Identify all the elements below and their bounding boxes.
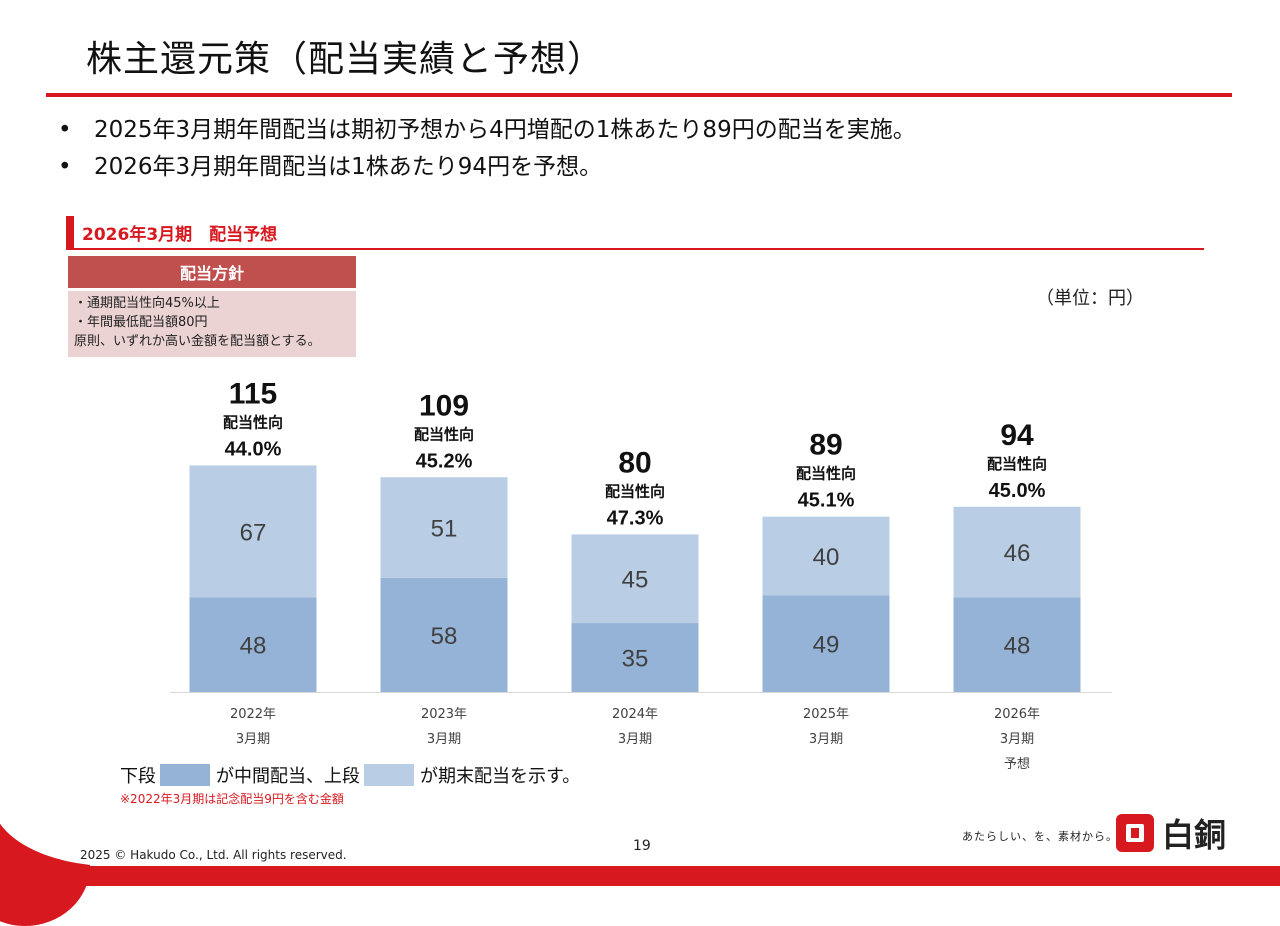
data-label-interim: 35 [622,646,649,673]
bar-interim [953,597,1081,692]
legend: 下段 が中間配当、上段 が期末配当を示す。 [120,762,580,788]
copyright: 2025 © Hakudo Co., Ltd. All rights reser… [80,848,347,862]
bullet-item: • 2026年3月期年間配当は1株あたり94円を予想。 [58,149,916,186]
x-tick-label: 3月期 [1000,732,1034,747]
footnote: ※2022年3月期は記念配当9円を含む金額 [120,792,344,806]
total-label: 80 [618,446,651,479]
total-label: 109 [419,389,469,422]
payout-ratio-label: 47.3% [607,507,664,529]
total-label: 89 [809,429,842,462]
bar-interim [762,595,890,692]
data-label-interim: 48 [240,633,267,660]
company-logo: 白銅 [1116,810,1226,856]
policy-line: ・年間最低配当額80円 [74,315,208,330]
policy-line: 原則、いずれか高い金額を配当額とする。 [74,334,321,349]
payout-caption: 配当性向 [223,413,283,431]
data-label-interim: 49 [813,632,840,659]
bullet-dot: • [58,117,72,143]
payout-ratio-label: 44.0% [225,438,282,460]
bar-year-end [380,477,508,578]
data-label-year-end: 46 [1004,540,1031,567]
bullet-item: • 2025年3月期年間配当は期初予想から4円増配の1株あたり89円の配当を実施… [58,112,916,149]
legend-swatch-year-end [364,764,414,786]
bar-interim [571,623,699,692]
title-divider [46,93,1232,97]
data-label-year-end: 45 [622,567,649,594]
legend-lower-label: 下段 [120,766,156,787]
bar-year-end [571,534,699,624]
total-label: 115 [229,377,277,410]
bar-year-end [189,465,317,598]
logo-mark-icon [1116,814,1154,852]
x-tick-label: 2022年 [230,707,276,722]
data-label-year-end: 40 [813,544,840,571]
payout-caption: 配当性向 [987,455,1047,473]
x-tick-label: 3月期 [427,732,461,747]
tagline: あたらしい、を、素材から。 [962,830,1118,843]
legend-middle-text: が中間配当、上段 [216,766,360,787]
total-label: 94 [1000,419,1034,452]
payout-ratio-label: 45.1% [798,490,855,512]
legend-swatch-interim [160,764,210,786]
bullet-dot: • [58,154,72,180]
payout-caption: 配当性向 [605,482,665,500]
policy-line: ・通期配当性向45%以上 [74,296,220,311]
x-tick-label: 2026年 [994,707,1040,722]
dividend-chart: 48 67 44.0% 配当性向 115 2022年 3月期 58 51 45.2% 配当性向 109… [170,377,1112,772]
section-divider [66,248,1204,250]
bar-interim [189,597,317,692]
summary-bullets: • 2025年3月期年間配当は期初予想から4円増配の1株あたり89円の配当を実施… [58,112,916,186]
payout-caption: 配当性向 [414,425,474,443]
legend-upper-text: が期末配当を示す。 [420,766,581,787]
data-label-interim: 58 [431,623,458,650]
payout-ratio-label: 45.0% [989,480,1046,502]
bar-interim [380,577,508,692]
logo-text: 白銅 [1162,816,1227,854]
section-heading: 2026年3月期 配当予想 [66,216,277,248]
bar-year-end [953,506,1081,598]
x-tick-label: 3月期 [236,732,270,747]
data-label-year-end: 67 [240,519,267,546]
payout-ratio-label: 45.2% [416,450,473,472]
payout-caption: 配当性向 [796,465,856,483]
section-accent-bar [66,216,74,248]
policy-heading: 配当方針 [68,256,356,288]
x-tick-label: 2024年 [612,707,658,722]
unit-label: （単位：円） [1036,288,1144,309]
section-title: 2026年3月期 配当予想 [82,224,278,245]
x-tick-label: 3月期 [809,732,843,747]
bar-year-end [762,516,890,596]
bullet-text: 2025年3月期年間配当は期初予想から4円増配の1株あたり89円の配当を実施。 [94,117,916,143]
bullet-text: 2026年3月期年間配当は1株あたり94円を予想。 [94,154,603,180]
page-number: 19 [633,838,651,854]
x-tick-label: 予想 [1004,756,1030,772]
data-label-interim: 48 [1004,633,1031,660]
page-title: 株主還元策（配当実績と予想） [86,39,605,80]
x-tick-label: 3月期 [618,732,652,747]
footer-band [0,866,1280,886]
data-label-year-end: 51 [431,516,458,543]
x-tick-label: 2023年 [421,707,467,722]
policy-box: ・通期配当性向45%以上 ・年間最低配当額80円 原則、いずれか高い金額を配当額… [68,291,356,357]
x-tick-label: 2025年 [803,707,849,722]
